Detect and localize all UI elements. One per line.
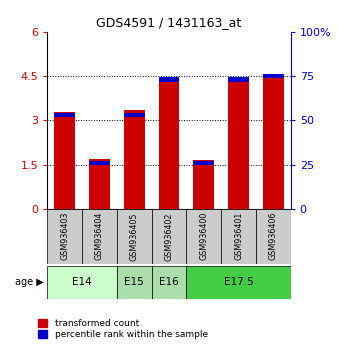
Bar <box>47 266 117 299</box>
Bar <box>89 159 110 209</box>
Text: E16: E16 <box>159 277 179 287</box>
Bar <box>82 209 117 264</box>
Bar <box>186 266 291 299</box>
Bar <box>256 209 291 264</box>
Bar <box>152 266 186 299</box>
Bar <box>263 75 284 209</box>
Text: GSM936402: GSM936402 <box>165 212 173 261</box>
Text: GSM936405: GSM936405 <box>130 212 139 261</box>
Legend: transformed count, percentile rank within the sample: transformed count, percentile rank withi… <box>38 319 208 339</box>
Bar <box>124 110 145 209</box>
Bar <box>193 161 214 165</box>
Text: age ▶: age ▶ <box>15 277 44 287</box>
Bar <box>263 74 284 78</box>
Text: E15: E15 <box>124 277 144 287</box>
Bar <box>159 78 179 82</box>
Bar <box>193 160 214 209</box>
Text: GSM936404: GSM936404 <box>95 212 104 261</box>
Bar <box>117 209 152 264</box>
Bar <box>228 78 249 209</box>
Bar <box>54 113 75 117</box>
Bar <box>47 209 82 264</box>
Bar <box>159 78 179 209</box>
Title: GDS4591 / 1431163_at: GDS4591 / 1431163_at <box>96 16 242 29</box>
Bar <box>221 209 256 264</box>
Text: E14: E14 <box>72 277 92 287</box>
Bar <box>117 266 152 299</box>
Bar <box>54 112 75 209</box>
Bar <box>124 113 145 117</box>
Text: GSM936400: GSM936400 <box>199 212 208 261</box>
Bar <box>152 209 186 264</box>
Text: GSM936406: GSM936406 <box>269 212 278 261</box>
Bar <box>228 78 249 82</box>
Text: E17.5: E17.5 <box>224 277 254 287</box>
Bar <box>89 161 110 165</box>
Text: GSM936403: GSM936403 <box>60 212 69 261</box>
Text: GSM936401: GSM936401 <box>234 212 243 261</box>
Bar <box>186 209 221 264</box>
